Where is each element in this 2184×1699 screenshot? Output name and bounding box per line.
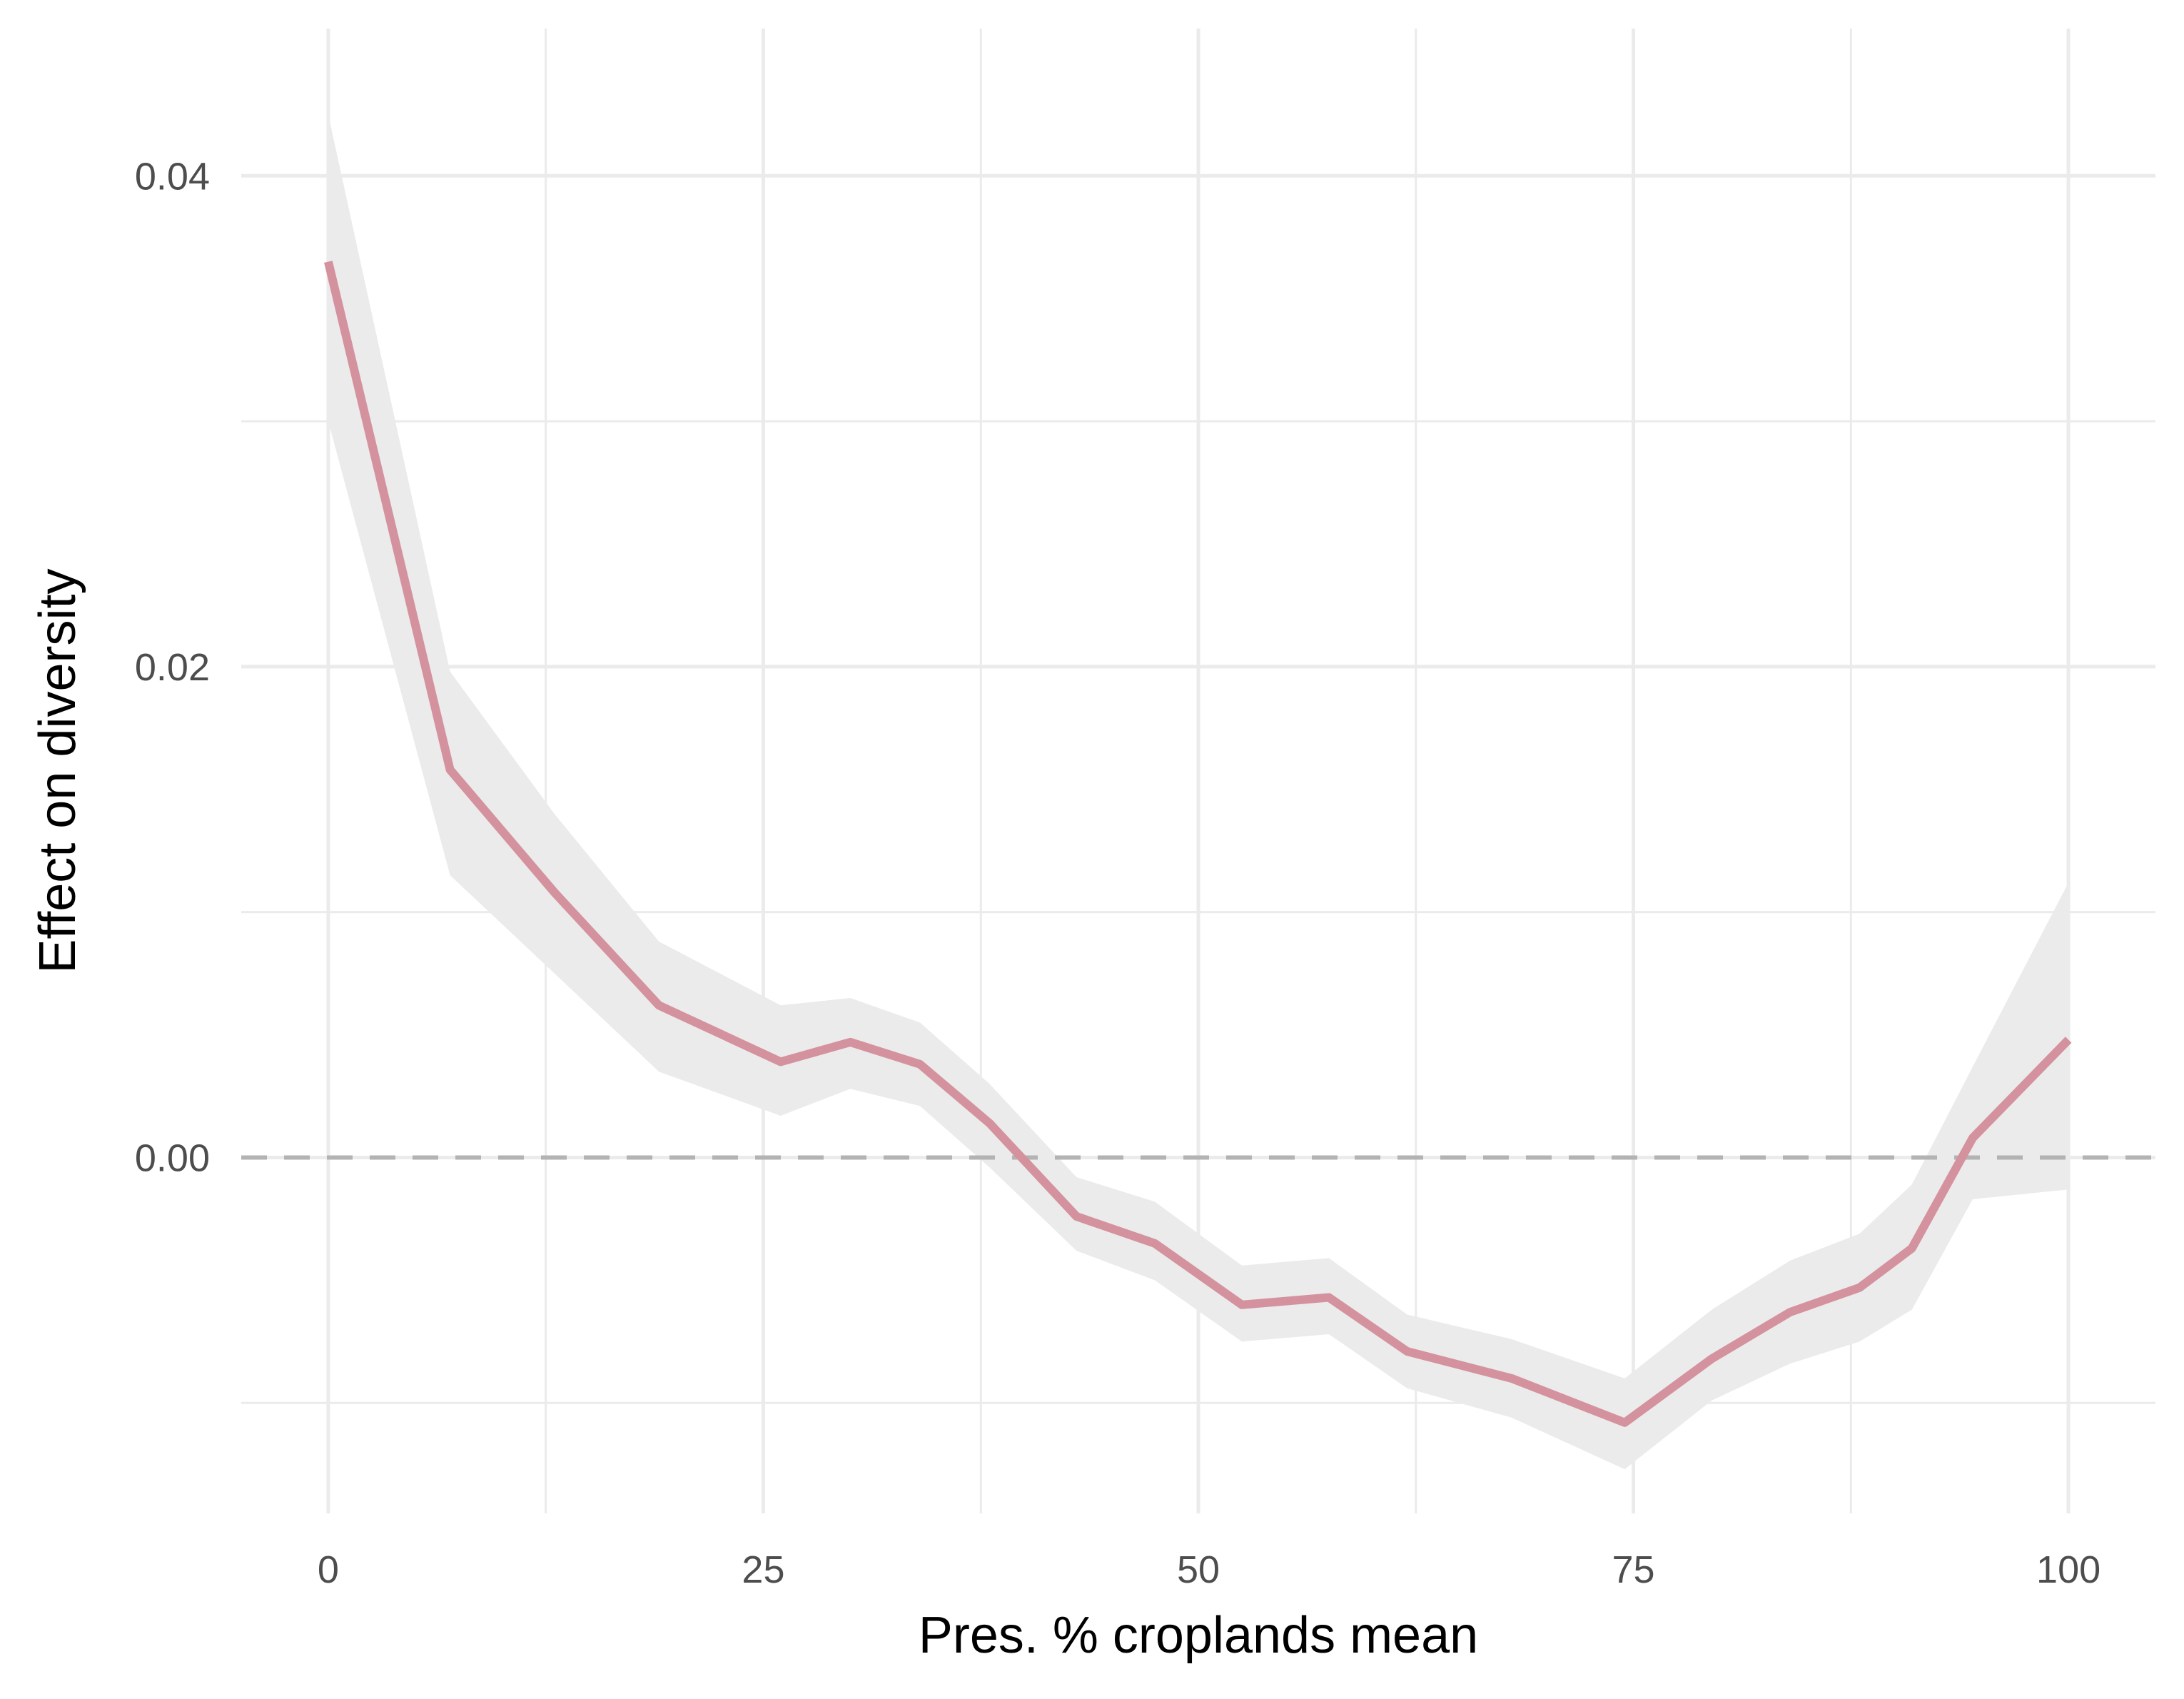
x-tick-labels: 0 25 50 75 100 <box>318 1548 2100 1591</box>
y-axis-title: Effect on diversity <box>29 569 86 974</box>
y-tick-labels: 0.00 0.02 0.04 <box>135 155 210 1179</box>
y-tick-label: 0.02 <box>135 646 210 689</box>
x-tick-label: 100 <box>2036 1548 2100 1591</box>
y-tick-label: 0.04 <box>135 155 210 198</box>
x-axis-title: Pres. % croplands mean <box>919 1607 1478 1664</box>
x-tick-label: 50 <box>1177 1548 1220 1591</box>
x-tick-label: 25 <box>742 1548 784 1591</box>
effect-line <box>324 261 2072 1427</box>
effect-lines <box>324 261 2072 1427</box>
x-tick-label: 0 <box>318 1548 339 1591</box>
x-tick-label: 75 <box>1612 1548 1655 1591</box>
y-tick-label: 0.00 <box>135 1136 210 1179</box>
